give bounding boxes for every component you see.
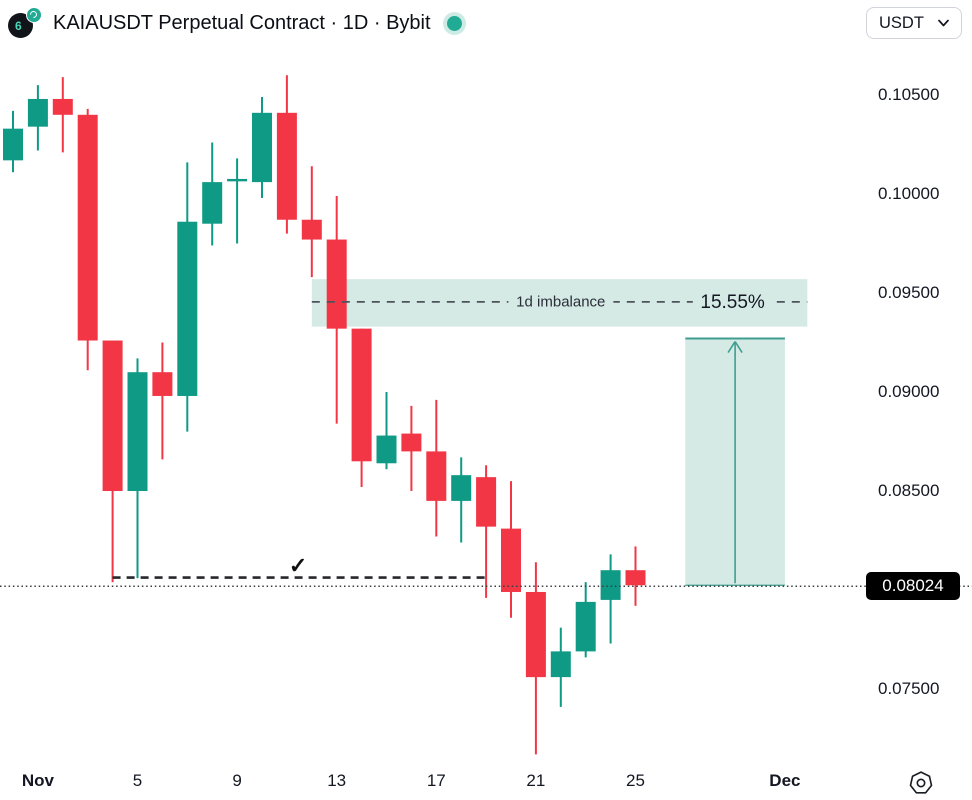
price-axis-label: 0.10000 (878, 184, 940, 203)
candle-up (127, 372, 148, 491)
time-axis-label: Dec (769, 771, 801, 790)
price-axis-label: 0.09500 (878, 283, 940, 302)
symbol-title: KAIAUSDT Perpetual Contract · 1D · Bybit (53, 11, 431, 34)
time-axis-label: 25 (626, 771, 645, 790)
candle-down (426, 451, 447, 501)
candle-up (451, 475, 472, 501)
candle-down (77, 114, 98, 341)
kaia-logo-icon: 6 (7, 6, 47, 40)
chart-header: 6 KAIAUSDT Perpetual Contract · 1D · Byb… (0, 0, 972, 46)
up-arrow-head-left (727, 341, 736, 353)
checkmark-annotation: ✓ (288, 553, 308, 579)
candle-down (102, 340, 123, 491)
imbalance-zone-label: 1d imbalance (508, 292, 614, 312)
kaia-glyph: 6 (15, 19, 22, 33)
time-axis-label: 21 (526, 771, 546, 790)
candle-down (476, 477, 497, 527)
candle-up (252, 112, 272, 183)
time-axis-label: 13 (327, 771, 347, 790)
candle-down (52, 98, 73, 115)
currency-dropdown[interactable]: USDT (866, 7, 962, 39)
candle-up (550, 651, 571, 678)
candle-up (202, 182, 223, 224)
chevron-down-icon (938, 19, 949, 27)
candle-up (227, 178, 248, 182)
price-axis-label: 0.07500 (878, 679, 940, 698)
time-axis-label: Nov (21, 771, 54, 790)
candle-down (301, 219, 322, 240)
candle-up (3, 128, 23, 161)
candle-up (575, 601, 596, 652)
candle-up (376, 435, 397, 464)
chart-settings-icon[interactable] (908, 770, 934, 796)
candle-down (351, 328, 372, 462)
candle-up (177, 221, 198, 396)
candle-down (401, 433, 422, 452)
candle-up (27, 98, 48, 127)
imbalance-percent-label: 15.55% (692, 290, 773, 315)
candle-down (276, 112, 297, 220)
candle-down (525, 591, 546, 678)
time-axis-label: 5 (132, 771, 143, 790)
up-arrow-head-right (734, 341, 743, 353)
price-axis-label: 0.09000 (878, 382, 940, 401)
candle-down (501, 528, 521, 592)
exchange-badge-icon (26, 7, 42, 23)
current-price-badge: 0.08024 (866, 572, 960, 601)
currency-label: USDT (879, 13, 924, 32)
candle-down (625, 570, 646, 586)
time-axis[interactable]: Nov 5 9 13 17 21 25 Dec (0, 771, 972, 799)
candle-down (326, 239, 347, 329)
price-axis-label: 0.10500 (878, 85, 940, 104)
candle-down (152, 372, 173, 396)
time-axis-label: 9 (232, 771, 242, 790)
price-axis-label: 0.08500 (878, 481, 940, 500)
time-axis-label: 17 (426, 771, 446, 790)
candle-up (600, 570, 621, 600)
market-open-dot-icon (446, 15, 462, 31)
